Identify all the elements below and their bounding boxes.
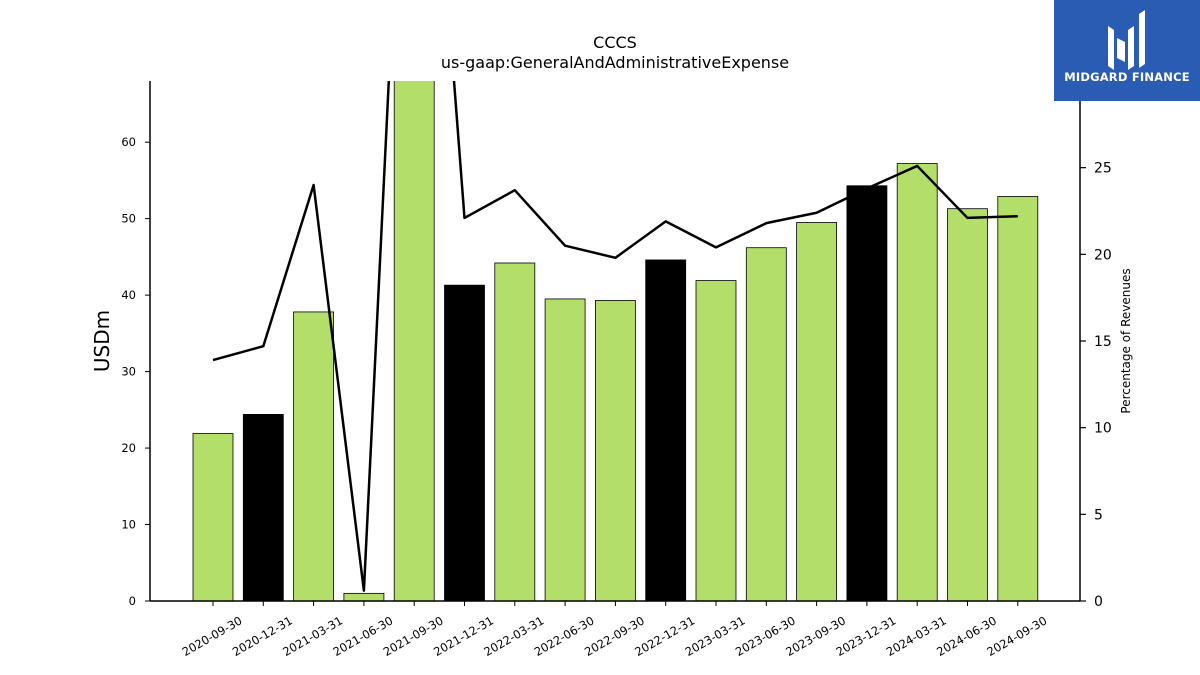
percentage-line [212, 81, 1018, 592]
bar-2024-03-31 [896, 163, 938, 601]
bar-2023-06-30 [745, 247, 787, 601]
bar-2022-09-30 [595, 300, 636, 601]
chart-title: CCCS [593, 33, 637, 52]
midgard-m-logo-icon [1108, 10, 1145, 70]
bar-2024-06-30 [947, 208, 988, 601]
y2-axis-ticks: 0 5 10 15 20 25 [1080, 161, 1112, 610]
y2-tick-label: 15 [1094, 334, 1112, 350]
y-tick-label: 50 [121, 212, 136, 226]
y2-tick-label: 25 [1094, 161, 1112, 177]
y-tick-label: 10 [121, 518, 136, 532]
y2-tick-label: 20 [1094, 247, 1112, 263]
bar-2022-06-30 [544, 298, 586, 601]
chart-subtitle: us-gaap:GeneralAndAdministrativeExpense [441, 53, 789, 72]
y-tick-label: 20 [121, 441, 136, 455]
brand-logo: MIDGARD FINANCE [1054, 0, 1200, 101]
bar-2023-03-31 [695, 280, 737, 601]
y-axis-ticks: 0 10 20 30 40 50 60 [121, 135, 150, 608]
x-axis-ticks: 2020-09-302020-12-312021-03-312021-06-30… [180, 601, 1049, 659]
bar-series [192, 81, 1039, 601]
y2-axis-label: Percentage of Revenues [1119, 268, 1133, 413]
y2-tick-label: 5 [1094, 507, 1103, 523]
bar-2021-12-31 [444, 284, 485, 601]
bar-2022-03-31 [494, 262, 536, 601]
y-tick-label: 40 [121, 288, 136, 302]
percentage-line-series [212, 81, 1018, 592]
bar-2021-03-31 [293, 311, 335, 601]
bar-2021-09-30 [393, 81, 435, 601]
y2-tick-label: 10 [1094, 421, 1112, 437]
y-tick-label: 60 [121, 135, 136, 149]
y-tick-label: 30 [121, 365, 136, 379]
bar-2023-09-30 [796, 222, 837, 601]
bar-2020-09-30 [192, 433, 234, 601]
bar-2024-09-30 [997, 196, 1039, 601]
y2-tick-label: 0 [1094, 594, 1103, 610]
y-tick-label: 0 [129, 594, 136, 608]
bar-2021-06-30 [343, 592, 385, 601]
y-axis-label: USDm [90, 310, 114, 372]
logo-text: MIDGARD FINANCE [1064, 70, 1190, 84]
bar-2020-12-31 [242, 414, 284, 601]
bar-2022-12-31 [645, 259, 687, 601]
bar-2023-12-31 [846, 185, 888, 601]
